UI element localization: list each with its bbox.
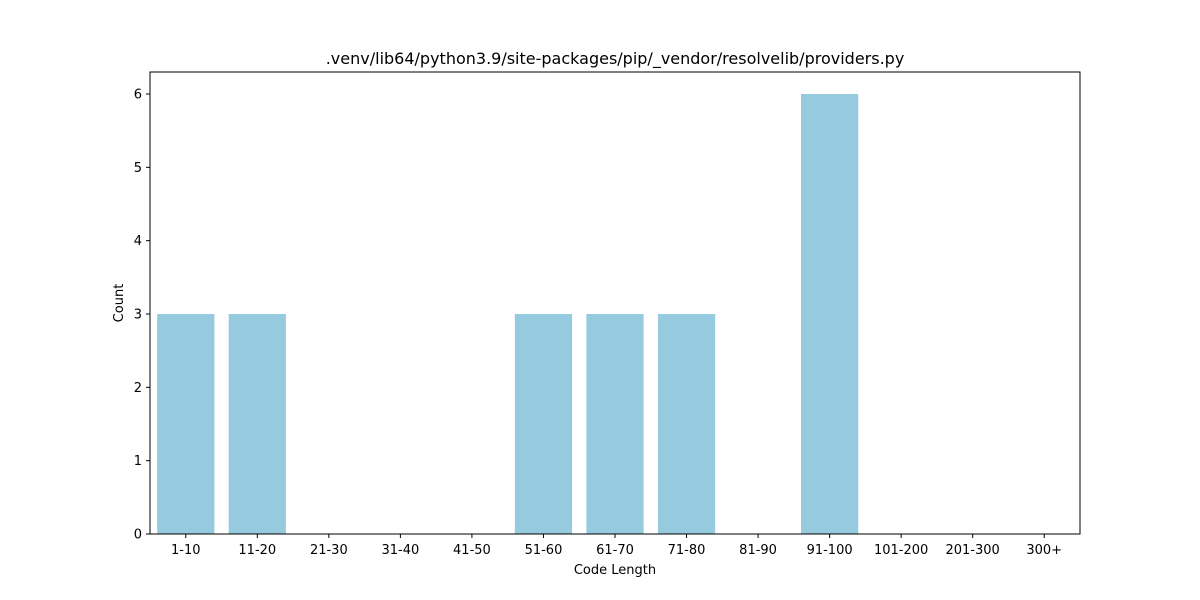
bar-1-10 xyxy=(157,314,215,534)
bar-71-80 xyxy=(657,314,716,534)
bar-11-20 xyxy=(228,314,286,534)
bar-91-100 xyxy=(801,94,859,534)
x-tick-label: 11-20 xyxy=(238,543,276,558)
y-tick-label: 3 xyxy=(134,308,142,323)
x-tick-label: 71-80 xyxy=(668,543,706,558)
x-tick-label: 31-40 xyxy=(381,543,419,558)
x-tick-label: 51-60 xyxy=(525,543,563,558)
bar-61-70 xyxy=(586,314,644,534)
x-tick-label: 201-300 xyxy=(946,543,1000,558)
x-tick-label: 1-10 xyxy=(171,543,201,558)
x-axis-label: Code Length xyxy=(574,563,656,578)
chart-title: .venv/lib64/python3.9/site-packages/pip/… xyxy=(326,49,905,69)
y-axis-ticks: 0 1 2 3 4 5 6 xyxy=(134,88,150,543)
y-tick-label: 0 xyxy=(134,528,142,543)
x-tick-label: 81-90 xyxy=(739,543,777,558)
x-tick-label: 41-50 xyxy=(453,543,491,558)
x-tick-label: 21-30 xyxy=(310,543,348,558)
x-tick-label: 101-200 xyxy=(874,543,928,558)
x-axis-ticks: 1-10 11-20 21-30 31-40 41-50 51-60 61-70 71-80 8… xyxy=(171,534,1062,558)
y-tick-label: 4 xyxy=(134,234,142,249)
bar-51-60 xyxy=(514,314,573,534)
x-tick-label: 300+ xyxy=(1026,543,1062,558)
y-tick-label: 6 xyxy=(134,88,142,103)
y-tick-label: 1 xyxy=(134,454,142,469)
plot-frame xyxy=(149,71,1081,535)
x-tick-label: 61-70 xyxy=(596,543,634,558)
bars-group xyxy=(157,94,859,534)
y-axis-label: Count xyxy=(112,284,127,323)
y-tick-label: 2 xyxy=(134,381,142,396)
y-tick-label: 5 xyxy=(134,161,142,176)
x-tick-label: 91-100 xyxy=(807,543,853,558)
